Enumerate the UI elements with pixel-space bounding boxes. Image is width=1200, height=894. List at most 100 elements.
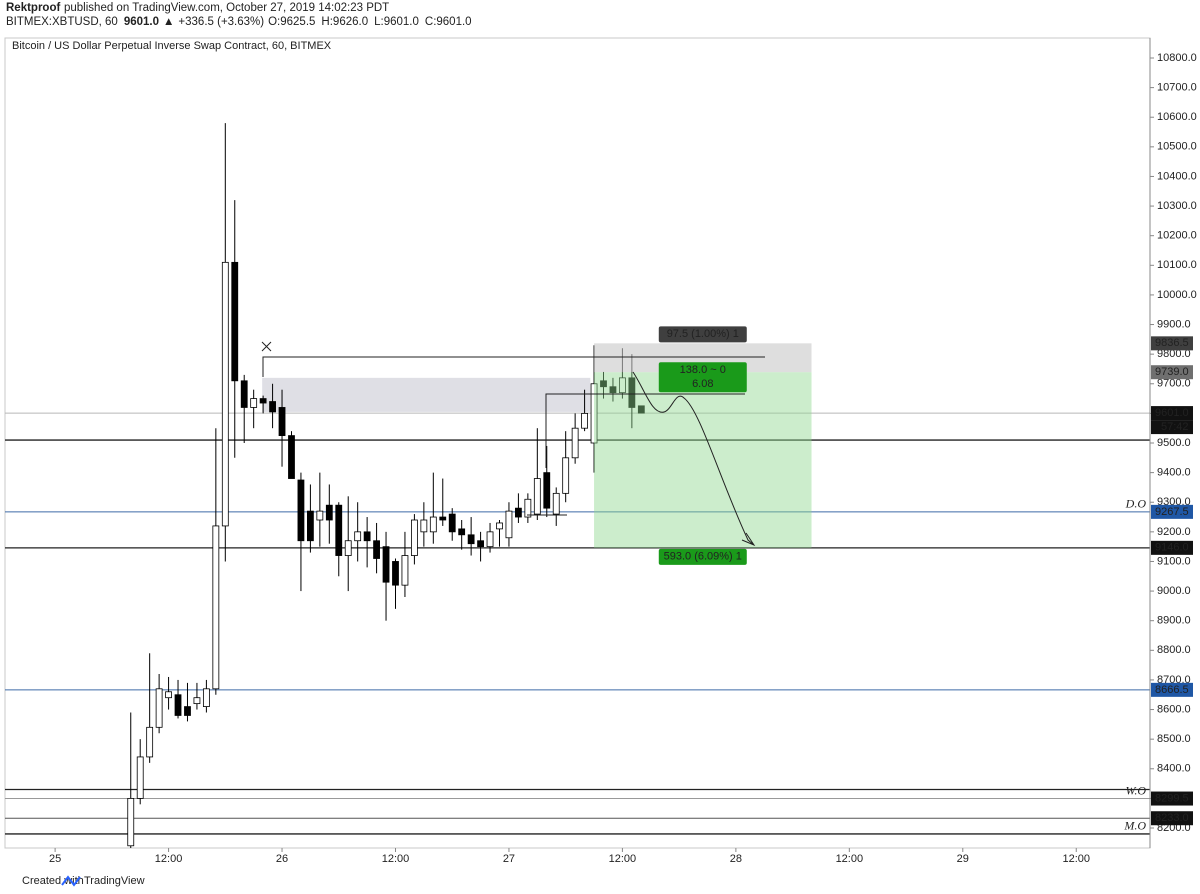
candle-body (467, 534, 475, 545)
target-label-box (658, 548, 747, 565)
ohlc-label: H: (321, 16, 333, 28)
candle-body (221, 261, 229, 527)
candle-body (439, 516, 447, 521)
y-tick-label: 10800.0 (1157, 52, 1197, 64)
candle-body (259, 398, 267, 404)
level-label: 9146.0 (1155, 542, 1189, 554)
projection-path (632, 371, 756, 547)
x-tick-label: 27 (503, 853, 515, 865)
candle-body (269, 401, 276, 413)
candle-body (250, 398, 258, 408)
level-box (1151, 336, 1193, 351)
candle-body (543, 472, 551, 509)
candle-body (212, 525, 220, 690)
y-tick-label: 8900.0 (1157, 615, 1191, 627)
candle-body (619, 377, 626, 394)
candle-body (306, 510, 314, 542)
candle-body (136, 756, 144, 799)
ohlc-value: 9601.0 (384, 16, 419, 28)
target-label: 593.0 (6.09%) 1 (664, 551, 742, 563)
level-tag: M.O (1123, 819, 1146, 833)
level-label: 9267.5 (1155, 506, 1189, 518)
level-box (1151, 365, 1193, 380)
candle-body (231, 261, 239, 382)
candle-body (193, 697, 201, 705)
level-label: 9836.5 (1155, 337, 1189, 349)
y-tick-label: 10000.0 (1157, 289, 1197, 301)
published: published on TradingView.com, October 27… (64, 2, 389, 14)
logo (61, 875, 81, 887)
candle-body (562, 457, 570, 494)
x-tick-label: 29 (957, 853, 969, 865)
level-label: 8666.5 (1155, 684, 1189, 696)
y-tick-label: 9700.0 (1157, 378, 1191, 390)
ray (262, 356, 765, 377)
ohlc-label: L: (374, 16, 384, 28)
candle-body (155, 688, 163, 728)
x-tick-label: 12:00 (836, 853, 864, 865)
candle-body (420, 519, 428, 533)
ohlc-value: 9625.5 (280, 16, 315, 28)
candle-body (411, 519, 418, 556)
y-tick-label: 10100.0 (1157, 259, 1197, 271)
candle-body (127, 797, 135, 847)
candle-body (354, 531, 362, 542)
y-tick-label: 9200.0 (1157, 526, 1191, 538)
candle-body (316, 510, 324, 521)
level-label: 9601.0 (1155, 407, 1189, 419)
candle-body (184, 706, 191, 716)
x-tick-label: 26 (276, 853, 288, 865)
y-tick-label: 10500.0 (1157, 141, 1197, 153)
candle-body (278, 407, 286, 436)
level-tag: W.O (1125, 783, 1146, 797)
y-tick-label: 10600.0 (1157, 111, 1197, 123)
y-tick-label: 9000.0 (1157, 585, 1191, 597)
y-tick-label: 8500.0 (1157, 733, 1191, 745)
plot (5, 123, 1150, 848)
level-tag: D.O (1125, 497, 1147, 511)
candle-body (477, 540, 484, 548)
x-tick-label: 28 (730, 853, 742, 865)
level-label: 9739.0 (1155, 366, 1189, 378)
y-tick-label: 10400.0 (1157, 170, 1197, 182)
y-tick-label: 8400.0 (1157, 763, 1191, 775)
y-tick-label: 9100.0 (1157, 555, 1191, 567)
y-tick-label: 9400.0 (1157, 467, 1191, 479)
y-tick-label: 8600.0 (1157, 703, 1191, 715)
drawings (261, 341, 765, 547)
level-label: 8299.5 (1155, 792, 1189, 804)
stop-label: 97.5 (1.00%) 1 (667, 328, 739, 340)
y-tick-label: 10300.0 (1157, 200, 1197, 212)
y-tick-label: 9800.0 (1157, 348, 1191, 360)
candle-body (335, 504, 343, 556)
ohlc-value: 9626.0 (333, 16, 368, 28)
last-price: 9601.0 (124, 16, 159, 28)
ray (545, 393, 745, 468)
candle-body (165, 691, 172, 699)
candle-body (325, 504, 333, 521)
candle-body (344, 540, 352, 556)
candle-body (609, 386, 617, 394)
candle-body (146, 726, 154, 758)
stop-label-box (658, 326, 747, 343)
candle-body (373, 540, 380, 559)
candle-body (533, 478, 541, 515)
level-box (1151, 406, 1193, 421)
candle-body (637, 405, 645, 414)
x-tick-label: 12:00 (1062, 853, 1090, 865)
candle-body (448, 513, 456, 533)
target-zone (594, 372, 812, 548)
candle-body (401, 555, 409, 586)
y-tick-label: 10700.0 (1157, 82, 1197, 94)
candle-body (382, 546, 390, 583)
footer-brand: TradingView (84, 875, 145, 887)
y-tick-label: 10200.0 (1157, 230, 1197, 242)
zone (262, 377, 591, 412)
level-box (1151, 504, 1193, 519)
entry-label-box (658, 362, 747, 393)
ohlc-label: O: (268, 16, 280, 28)
ohlc-label: C: (425, 16, 437, 28)
level-box (1151, 811, 1193, 826)
candle-body (240, 380, 248, 408)
y-tick-label: 9900.0 (1157, 318, 1191, 330)
